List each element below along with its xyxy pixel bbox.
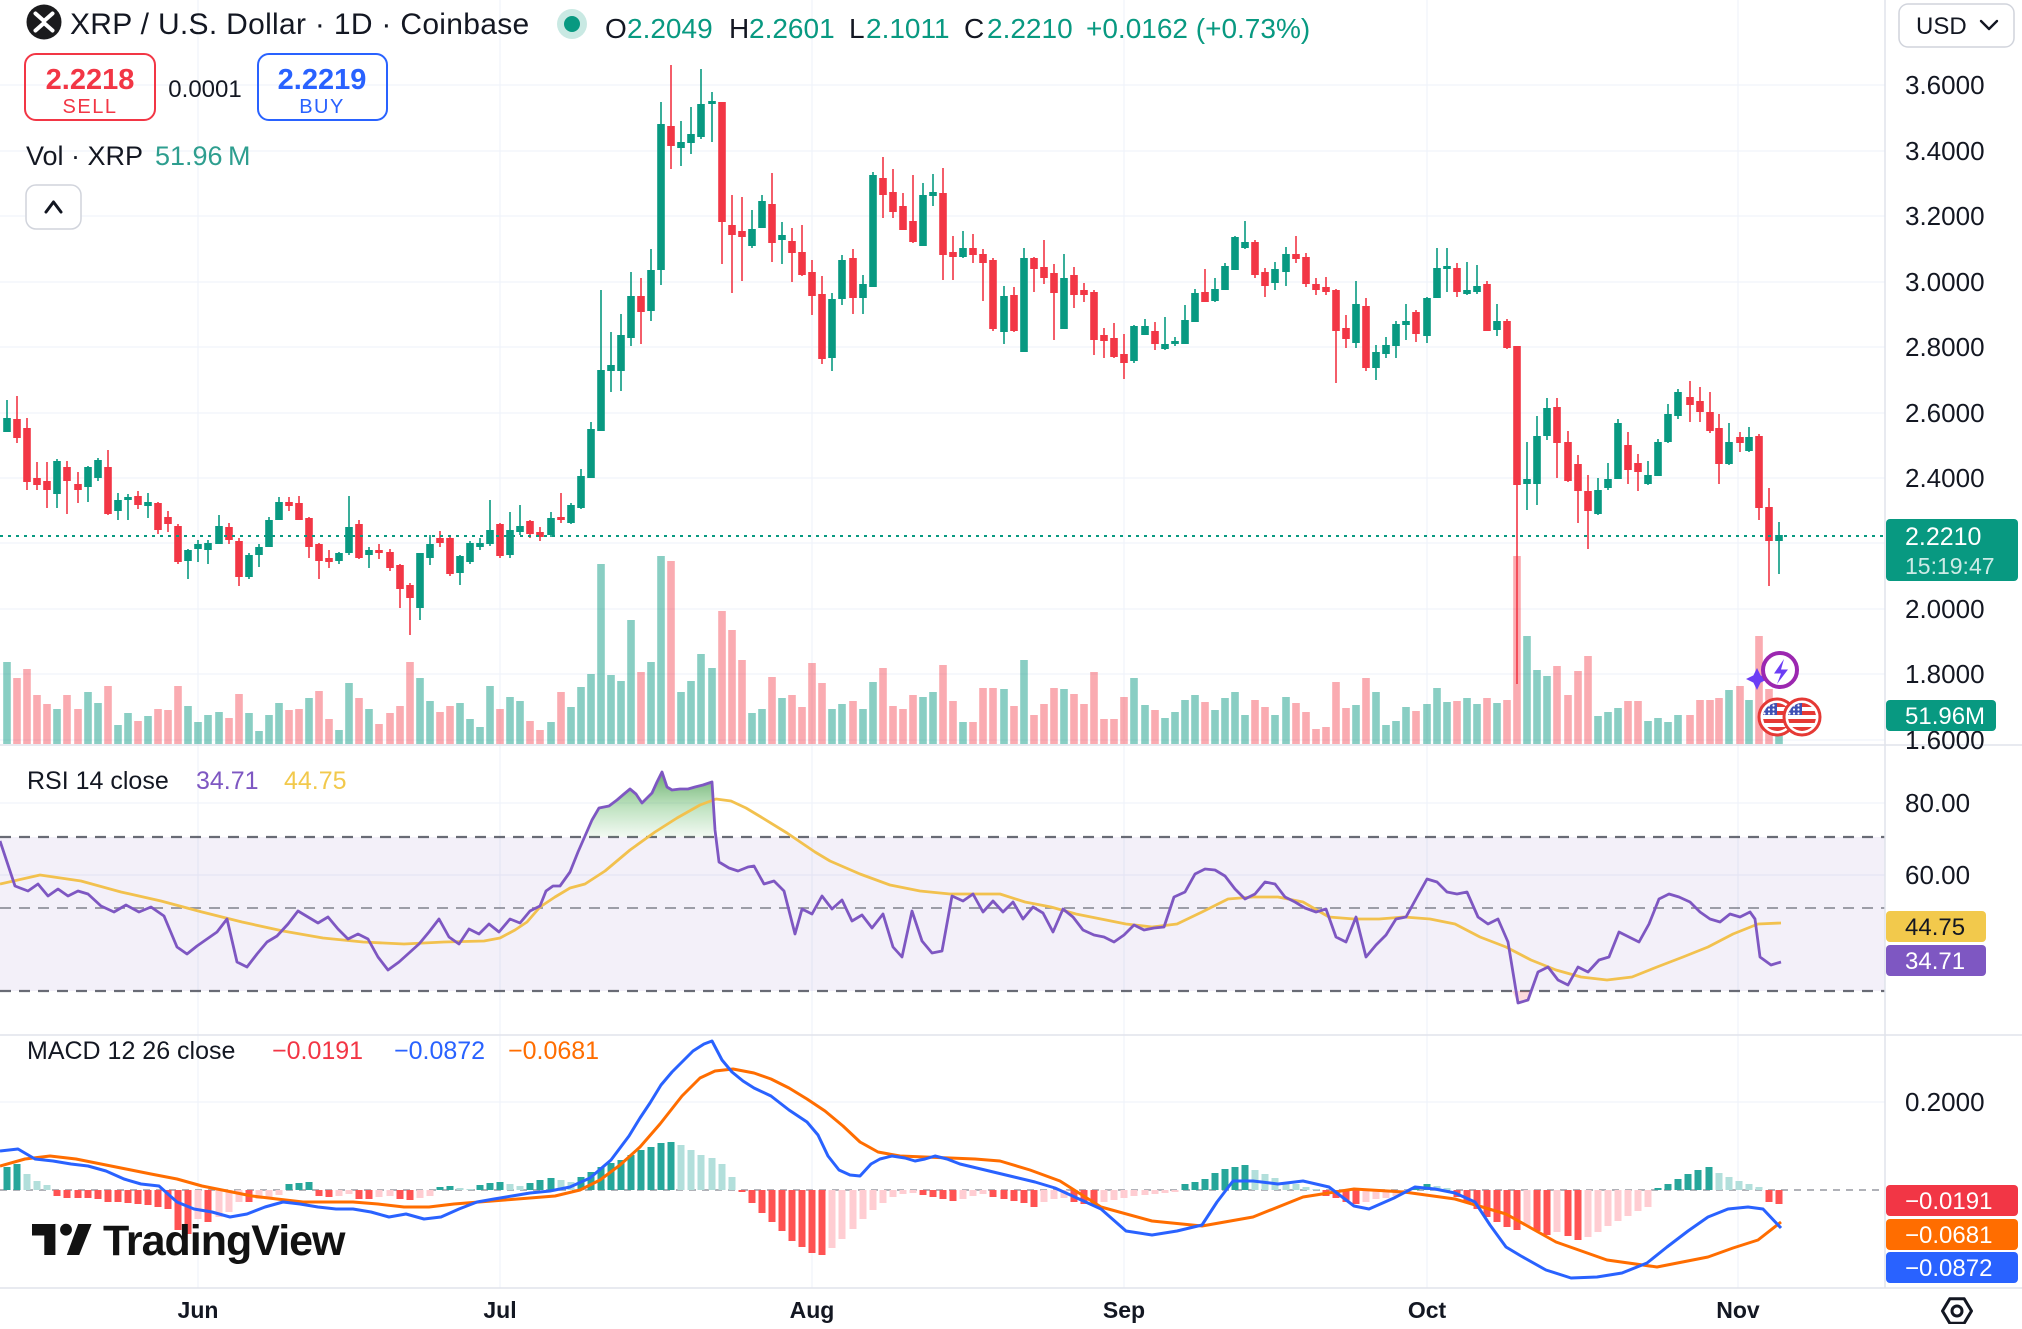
svg-text:2.2218: 2.2218 (46, 64, 135, 96)
svg-text:2.2210: 2.2210 (987, 13, 1073, 44)
svg-text:44.75: 44.75 (1905, 914, 1965, 941)
svg-text:Aug: Aug (790, 1297, 835, 1323)
svg-text:51.96M: 51.96M (1905, 703, 1985, 730)
svg-text:34.71: 34.71 (196, 767, 259, 795)
svg-text:80.00: 80.00 (1905, 788, 1970, 818)
svg-text:+0.0162 (+0.73%): +0.0162 (+0.73%) (1086, 13, 1310, 44)
svg-text:USD: USD (1916, 13, 1967, 40)
svg-text:2.0000: 2.0000 (1905, 594, 1985, 624)
svg-text:RSI 14 close: RSI 14 close (27, 767, 169, 795)
svg-text:2.2601: 2.2601 (749, 13, 835, 44)
svg-text:H: H (729, 13, 749, 44)
svg-text:2.2210: 2.2210 (1905, 523, 1981, 551)
svg-text:2.6000: 2.6000 (1905, 398, 1985, 428)
svg-text:L: L (849, 13, 865, 44)
svg-text:2.2049: 2.2049 (627, 13, 713, 44)
svg-text:MACD 12 26 close: MACD 12 26 close (27, 1037, 235, 1065)
svg-text:Jun: Jun (178, 1297, 219, 1323)
svg-text:15:19:47: 15:19:47 (1905, 553, 1995, 579)
svg-text:XRP / U.S. Dollar · 1D · Coinb: XRP / U.S. Dollar · 1D · Coinbase (70, 8, 530, 41)
svg-text:0.2000: 0.2000 (1905, 1087, 1985, 1117)
svg-text:1.8000: 1.8000 (1905, 659, 1985, 689)
svg-text:2.4000: 2.4000 (1905, 463, 1985, 493)
svg-text:−0.0681: −0.0681 (508, 1037, 599, 1065)
svg-text:3.0000: 3.0000 (1905, 267, 1985, 297)
svg-text:−0.0191: −0.0191 (1905, 1188, 1992, 1215)
svg-text:44.75: 44.75 (284, 767, 347, 795)
svg-text:2.2219: 2.2219 (278, 64, 367, 96)
svg-text:SELL: SELL (63, 96, 118, 118)
svg-text:BUY: BUY (299, 96, 345, 118)
svg-text:−0.0872: −0.0872 (394, 1037, 485, 1065)
svg-text:Sep: Sep (1103, 1297, 1145, 1323)
svg-text:−0.0191: −0.0191 (272, 1037, 363, 1065)
svg-text:O: O (605, 13, 627, 44)
svg-text:0.0001: 0.0001 (168, 76, 241, 103)
svg-text:Jul: Jul (483, 1297, 516, 1323)
svg-text:−0.0681: −0.0681 (1905, 1222, 1992, 1249)
svg-text:60.00: 60.00 (1905, 860, 1970, 890)
svg-text:34.71: 34.71 (1905, 948, 1965, 975)
svg-text:2.1011: 2.1011 (866, 13, 950, 44)
svg-text:3.4000: 3.4000 (1905, 136, 1985, 166)
svg-text:Oct: Oct (1408, 1297, 1447, 1323)
svg-text:Vol · XRP: Vol · XRP (26, 141, 143, 171)
svg-text:51.96 M: 51.96 M (155, 141, 250, 171)
svg-text:3.6000: 3.6000 (1905, 70, 1985, 100)
svg-text:3.2000: 3.2000 (1905, 201, 1985, 231)
svg-text:C: C (964, 13, 984, 44)
svg-text:TradingView: TradingView (103, 1217, 346, 1265)
svg-text:2.8000: 2.8000 (1905, 332, 1985, 362)
svg-text:−0.0872: −0.0872 (1905, 1255, 1992, 1282)
svg-text:Nov: Nov (1716, 1297, 1760, 1323)
